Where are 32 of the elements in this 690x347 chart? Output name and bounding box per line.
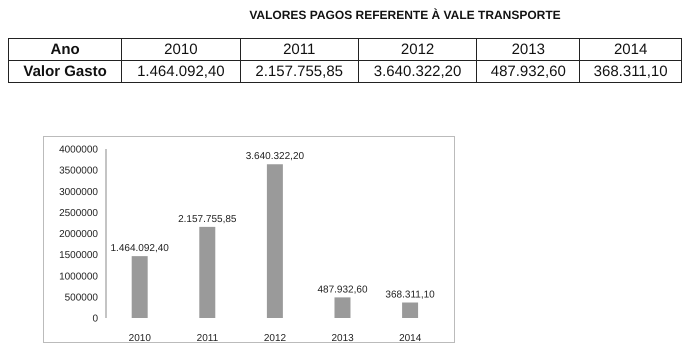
category-label: 2014: [614, 41, 648, 58]
category-label: 2012: [400, 41, 434, 58]
text: 368.311,10: [594, 63, 668, 80]
data-label: 2.157.755,85: [178, 214, 237, 225]
y-tick-label: 1500000: [59, 250, 98, 262]
y-tick-label: 3500000: [59, 166, 98, 177]
x-tick-label: 2010: [128, 333, 152, 344]
data-label: 3.640.322,20: [246, 151, 305, 162]
text: Ano: [8, 38, 122, 60]
data-label: 1.464.092,40: [110, 243, 170, 254]
y-tick-label: 1000000: [59, 271, 98, 282]
y-tick-label: 0: [92, 314, 98, 325]
y-tick-label: 2000000: [59, 229, 98, 240]
category-label: 2013: [512, 41, 545, 58]
x-tick-label: 2012: [264, 333, 287, 344]
data-label: 368.311,10: [385, 289, 436, 300]
y-tick-label: 3000000: [59, 186, 98, 198]
chart-title: VALORES PAGOS REFERENTE À VALE TRANSPORTE: [249, 8, 561, 22]
y-tick-label: 500000: [64, 292, 98, 304]
x-tick-label: 2013: [331, 333, 354, 344]
text: 1.464.092,40: [137, 63, 225, 80]
text: 3.640.322,20: [374, 63, 462, 80]
data-label: 487.932,60: [317, 284, 368, 296]
category-label: 2010: [164, 41, 198, 58]
y-tick-label: 2500000: [59, 208, 98, 219]
x-tick-label: 2011: [196, 333, 219, 344]
text: 487.932,60: [490, 63, 566, 80]
category-label: 2011: [283, 41, 316, 58]
text: Valor Gasto: [8, 60, 122, 82]
y-tick-label: 4000000: [59, 144, 98, 156]
x-tick-label: 2014: [399, 333, 422, 344]
text: 2.157.755,85: [255, 63, 344, 80]
